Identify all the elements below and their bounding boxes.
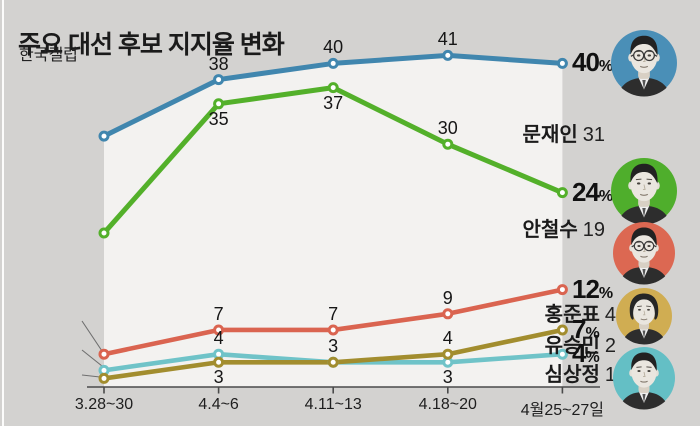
data-point-marker [213,74,225,86]
final-percent-label: 7% [572,313,600,346]
point-value-label: 30 [437,118,458,139]
data-point-marker [556,57,568,69]
final-percent-label: 24% [572,176,614,209]
data-point-marker [98,348,110,360]
point-value-label: 3 [213,367,224,388]
candidate-avatar [613,347,675,410]
plot-area-fill [104,55,563,388]
data-point-marker [213,98,225,110]
final-percent-number: 4 [572,338,587,369]
data-point-marker [98,227,110,239]
portrait-woman-icon [619,293,669,345]
point-value-label: 7 [328,303,339,324]
candidate-start-value: 31 [582,124,605,146]
left-border-line [2,0,4,426]
candidate-start-value: 1 [604,364,616,386]
point-value-label: 4 [442,328,453,349]
data-point-marker [98,130,110,142]
point-value-label: 3 [328,336,339,357]
point-value-label: 37 [323,92,344,113]
candidate-name: 홍준표 [544,304,600,326]
source-label: 한국갤럽 [19,47,78,64]
data-point-marker [327,356,339,368]
percent-sign: % [585,324,600,342]
point-value-label: 3 [442,367,453,388]
data-point-marker [556,324,568,336]
data-point-marker [442,348,454,360]
label-leader-line [81,374,101,378]
candidate-avatar [613,222,675,285]
label-leader-line [81,349,103,367]
x-axis-label: 4.11~13 [304,396,362,413]
candidate-avatar [611,30,677,97]
data-point-marker [98,372,110,384]
data-point-marker [442,308,454,320]
point-value-label: 41 [437,29,458,50]
final-percent-label: 12% [572,273,614,306]
x-axis-label: 4.4~6 [198,396,239,413]
candidate-name-label: 홍준표 4 [545,305,616,326]
point-value-label: 40 [323,37,344,58]
portrait-man-glasses-icon [615,35,673,97]
candidate-name: 심상정 [544,364,600,386]
candidate-name: 문재인 [522,124,578,146]
candidate-start-value: 2 [604,335,616,357]
candidate-name-label: 유승민 2 [545,336,616,357]
final-percent-number: 7 [572,313,587,344]
data-point-marker [556,284,568,296]
point-value-label: 9 [442,287,453,308]
data-point-marker [556,348,568,360]
final-percent-number: 40 [572,47,600,78]
point-value-label: 4 [213,328,224,349]
candidate-name: 안철수 [522,219,578,241]
x-axis-label: 3.28~30 [74,396,134,413]
data-point-marker [327,57,339,69]
point-value-label: 35 [208,108,229,129]
data-point-marker [556,187,568,199]
candidate-start-value: 4 [604,304,616,326]
final-percent-number: 24 [572,176,600,207]
final-percent-number: 12 [572,273,600,304]
x-axis-label: 4월25~27일 [520,402,605,419]
x-axis-label: 4.18~20 [418,396,477,413]
candidate-avatar [616,288,672,345]
page-title: 주요 대선 후보 지지율 변화 [18,30,285,59]
percent-sign: % [585,349,600,367]
candidate-name-label: 심상정 1 [545,365,616,386]
label-leader-line [81,320,103,352]
data-point-marker [213,324,225,336]
portrait-man-icon [615,163,673,225]
portrait-man-icon [617,352,671,410]
percent-sign: % [598,284,614,302]
data-point-marker [442,138,454,150]
point-value-label: 38 [208,53,229,74]
percent-sign: % [598,58,614,76]
data-point-marker [327,324,339,336]
candidate-start-value: 19 [582,219,605,241]
portrait-man-glasses-icon [617,227,671,285]
final-percent-label: 40% [572,47,614,79]
point-value-label: 7 [213,303,224,324]
candidate-name-label: 문재인 31 [523,125,605,146]
data-point-marker [213,356,225,368]
candidate-avatar [611,158,677,225]
final-percent-label: 4% [572,338,600,370]
data-point-marker [442,49,454,61]
data-point-marker [327,82,339,94]
percent-sign: % [598,187,614,205]
candidate-name: 유승민 [544,335,600,357]
candidate-name-label: 안철수 19 [523,220,605,241]
